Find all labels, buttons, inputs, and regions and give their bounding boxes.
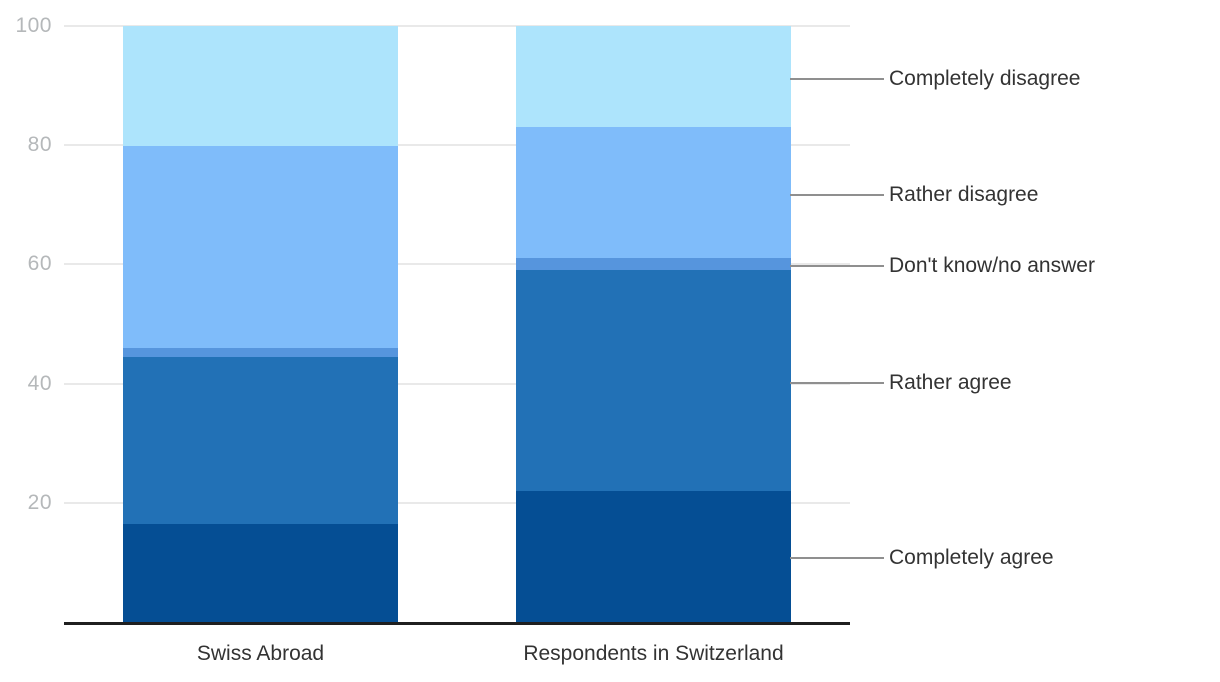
y-tick-label-40: 40	[27, 371, 52, 395]
bar-segment-respondents-in-switzerland-completely-disagree	[516, 26, 791, 128]
annotation-label-don-t-know-no-answer: Don't know/no answer	[889, 254, 1095, 278]
bar-segment-respondents-in-switzerland-don-t-know-no-answer	[516, 258, 791, 271]
gridline-40	[64, 382, 850, 385]
annotation-label-rather-agree: Rather agree	[889, 370, 1012, 394]
bar-segment-respondents-in-switzerland-rather-agree	[516, 270, 791, 491]
y-tick-label-20: 20	[27, 490, 52, 514]
bar-segment-swiss-abroad-completely-agree	[123, 523, 398, 622]
bar-segment-swiss-abroad-rather-disagree	[123, 146, 398, 348]
bar-segment-respondents-in-switzerland-completely-agree	[516, 490, 791, 622]
annotation-leader-line-rather-agree	[790, 381, 884, 384]
gridline-20	[64, 501, 850, 504]
bar-segment-swiss-abroad-completely-disagree	[123, 26, 398, 147]
annotation-label-completely-agree: Completely agree	[889, 546, 1054, 570]
bar-segment-swiss-abroad-rather-agree	[123, 356, 398, 524]
annotation-leader-line-completely-disagree	[790, 77, 884, 80]
gridline-100	[64, 25, 850, 27]
x-category-label-respondents-in-switzerland: Respondents in Switzerland	[523, 642, 784, 665]
gridline-80	[64, 144, 850, 147]
annotation-label-completely-disagree: Completely disagree	[889, 66, 1081, 90]
y-tick-label-100: 100	[15, 14, 52, 37]
y-tick-label-60: 60	[27, 252, 52, 276]
y-tick-label-80: 80	[27, 133, 52, 157]
annotation-leader-line-completely-agree	[790, 557, 884, 560]
annotation-label-rather-disagree: Rather disagree	[889, 182, 1039, 206]
gridline-60	[64, 263, 850, 266]
bar-segment-swiss-abroad-don-t-know-no-answer	[123, 347, 398, 357]
x-axis-baseline	[64, 622, 850, 625]
bar-segment-respondents-in-switzerland-rather-disagree	[516, 127, 791, 259]
annotation-leader-line-rather-disagree	[790, 193, 884, 196]
annotation-leader-line-don-t-know-no-answer	[790, 265, 884, 268]
x-category-label-swiss-abroad: Swiss Abroad	[196, 642, 325, 665]
